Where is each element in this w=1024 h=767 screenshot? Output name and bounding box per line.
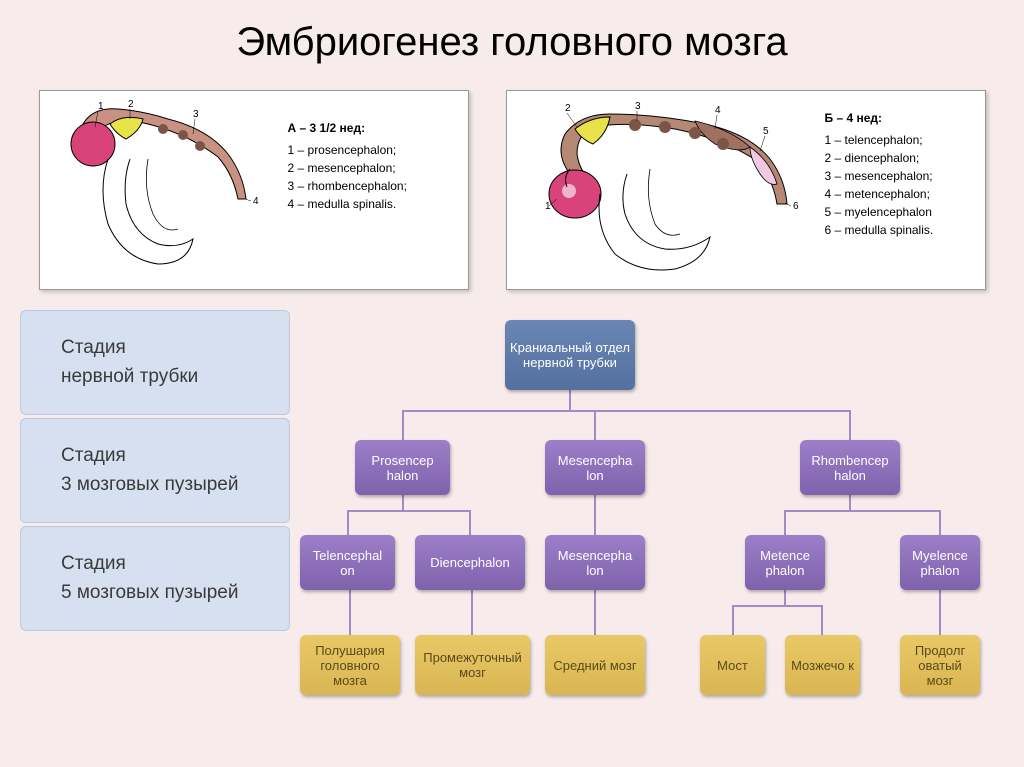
outcome-midbrain: Средний мозг	[545, 635, 645, 695]
legend-b-4: 4 – metencephalon;	[825, 185, 934, 203]
connector	[849, 410, 851, 440]
connector	[347, 510, 470, 512]
page-title: Эмбриогенез головного мозга	[0, 0, 1024, 65]
legend-a-1: 1 – prosencephalon;	[288, 141, 407, 159]
legend-b-1: 1 – telencephalon;	[825, 131, 934, 149]
connector	[849, 495, 851, 510]
connector	[939, 590, 941, 635]
stage2-line1: Стадия	[61, 442, 289, 471]
stage2-line2: 3 мозговых пузырей	[61, 471, 289, 500]
connector	[569, 390, 571, 410]
outcome-cerebellum: Мозжечо к	[785, 635, 860, 695]
connector	[784, 510, 786, 535]
connector	[594, 495, 596, 535]
stage-row-1: Стадия нервной трубки	[20, 310, 290, 415]
embryo-a-svg: 1 2 3 4	[48, 99, 278, 279]
svg-text:4: 4	[715, 105, 721, 116]
legend-b-2: 2 – diencephalon;	[825, 149, 934, 167]
connector	[732, 605, 734, 635]
node-telencephalon: Telencephal on	[300, 535, 395, 590]
svg-text:2: 2	[128, 99, 134, 110]
stage-row-3: Стадия 5 мозговых пузырей	[20, 526, 290, 631]
svg-text:3: 3	[635, 101, 641, 112]
diagram-a: 1 2 3 4 А – 3 1/2 нед: 1 – prosencephalo…	[39, 90, 469, 290]
node-metencephalon: Metence phalon	[745, 535, 825, 590]
outcome-hemispheres: Полушария головного мозга	[300, 635, 400, 695]
diagram-a-legend: А – 3 1/2 нед: 1 – prosencephalon; 2 – m…	[278, 99, 407, 213]
connector	[349, 590, 351, 635]
stage3-line1: Стадия	[61, 550, 289, 579]
svg-text:1: 1	[545, 201, 551, 212]
connector	[784, 590, 786, 605]
diagram-b-legend: Б – 4 нед: 1 – telencephalon; 2 – dience…	[815, 99, 934, 239]
svg-text:3: 3	[193, 109, 199, 120]
node-mesencephalon-2: Mesencepha lon	[545, 535, 645, 590]
svg-text:2: 2	[565, 103, 571, 114]
slide: Эмбриогенез головного мозга 1	[0, 0, 1024, 767]
legend-a-title: А – 3 1/2 нед:	[288, 119, 407, 137]
connector	[347, 510, 349, 535]
node-prosencephalon: Prosencep halon	[355, 440, 450, 495]
stage3-line2: 5 мозговых пузырей	[61, 579, 289, 608]
connector	[402, 410, 404, 440]
connector	[471, 590, 473, 635]
diagrams-row: 1 2 3 4 А – 3 1/2 нед: 1 – prosencephalo…	[0, 65, 1024, 300]
outcome-medulla: Продолг оватый мозг	[900, 635, 980, 695]
node-mesencephalon: Mesencepha lon	[545, 440, 645, 495]
connector	[594, 590, 596, 635]
connector	[732, 605, 822, 607]
svg-text:6: 6	[793, 201, 799, 212]
node-diencephalon: Diencephalon	[415, 535, 525, 590]
legend-b-5: 5 – myelencephalon	[825, 203, 934, 221]
node-rhombencephalon: Rhombencep halon	[800, 440, 900, 495]
legend-a-3: 3 – rhombencephalon;	[288, 177, 407, 195]
connector	[784, 510, 939, 512]
hierarchy-area: Стадия нервной трубки Стадия 3 мозговых …	[0, 310, 1024, 730]
outcome-pons: Мост	[700, 635, 765, 695]
connector	[402, 410, 850, 412]
legend-a-4: 4 – medulla spinalis.	[288, 195, 407, 213]
stage1-line1: Стадия	[61, 334, 289, 363]
legend-b-6: 6 – medulla spinalis.	[825, 221, 934, 239]
node-root: Краниальный отдел нервной трубки	[505, 320, 635, 390]
connector	[402, 495, 404, 510]
svg-text:4: 4	[253, 196, 259, 207]
legend-b-3: 3 – mesencephalon;	[825, 167, 934, 185]
stage1-line2: нервной трубки	[61, 363, 289, 392]
svg-text:5: 5	[763, 126, 769, 137]
diagram-b: 1 2 3 4 5 6 Б – 4 нед: 1 – telencephalon…	[506, 90, 986, 290]
legend-a-2: 2 – mesencephalon;	[288, 159, 407, 177]
outcome-diencephalon: Промежуточный мозг	[415, 635, 530, 695]
legend-b-title: Б – 4 нед:	[825, 109, 934, 127]
connector	[594, 410, 596, 440]
connector	[821, 605, 823, 635]
svg-text:1: 1	[98, 101, 104, 112]
connector	[939, 510, 941, 535]
connector	[469, 510, 471, 535]
stage-row-2: Стадия 3 мозговых пузырей	[20, 418, 290, 523]
embryo-b-svg: 1 2 3 4 5 6	[515, 99, 815, 279]
node-myelencephalon: Myelence phalon	[900, 535, 980, 590]
